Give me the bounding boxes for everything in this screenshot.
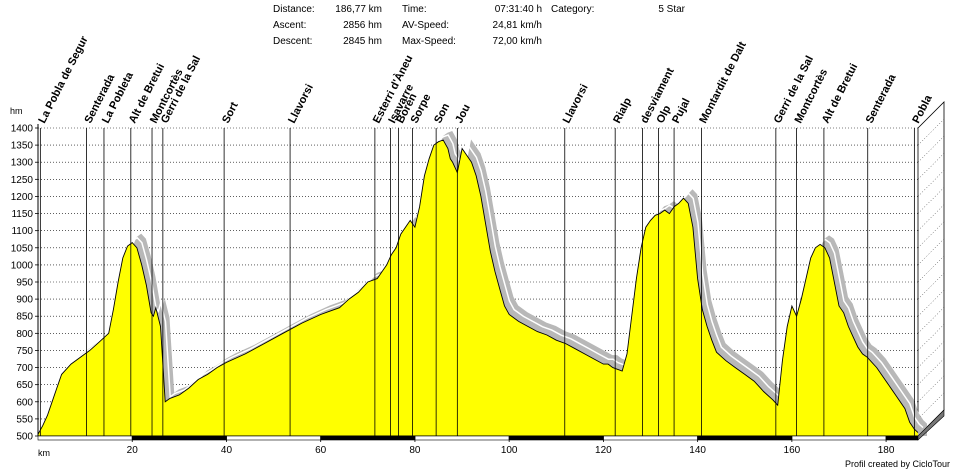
depth-gridline [917, 238, 945, 266]
place-label: Sort [220, 100, 241, 125]
x-tick-label: 140 [689, 445, 706, 456]
route-summary: Distance: 186,77 km Ascent: 2856 hm Desc… [0, 0, 960, 50]
x-axis-ticks: 20 40 60 80 100 120 140 160 180 [127, 436, 895, 456]
x-tick-label: 100 [501, 445, 518, 456]
distance-value: 186,77 km [335, 4, 382, 15]
place-label: Jou [453, 102, 473, 125]
distance-band [508, 435, 604, 441]
depth-gridline [917, 170, 945, 197]
maxspeed-value: 72,00 km/h [492, 36, 542, 47]
x-tick-label: 20 [127, 445, 139, 456]
distance-label: Distance: [273, 4, 315, 15]
distance-band [226, 435, 322, 441]
category-value: 5 Star [658, 4, 685, 15]
depth-gridline [917, 307, 945, 334]
y-tick-label: 500 [16, 432, 33, 443]
depth-gridline [917, 153, 945, 180]
distance-band [791, 435, 887, 441]
avspeed-value: 24,81 km/h [492, 20, 542, 31]
place-label: Llavorsi [561, 82, 591, 125]
y-tick-label: 600 [16, 397, 33, 408]
elevation-area [37, 139, 919, 436]
y-axis-ticks: 500 550 600 650 700 750 800 850 900 950 1000 1050 11… [11, 124, 38, 443]
distance-band [697, 435, 793, 441]
profile-fill [38, 140, 918, 436]
depth-gridline [917, 255, 945, 283]
place-label: Pujal [670, 96, 693, 125]
x-tick-label: 180 [878, 445, 895, 456]
depth-gridline [917, 187, 945, 214]
distance-band [885, 435, 919, 441]
y-tick-label: 650 [16, 380, 33, 391]
y-tick-label: 550 [16, 414, 33, 425]
maxspeed-label: Max-Speed: [402, 36, 456, 47]
y-tick-label: 1250 [11, 175, 34, 186]
depth-gridline [917, 341, 945, 368]
y-tick-label: 950 [16, 278, 33, 289]
y-tick-label: 1150 [11, 209, 33, 220]
depth-gridline [917, 324, 945, 351]
depth-gridline [917, 272, 945, 300]
x-tick-label: 60 [315, 445, 327, 456]
descent-value: 2845 hm [343, 36, 382, 47]
ascent-label: Ascent: [273, 20, 307, 31]
category-label: Category: [551, 4, 595, 15]
x-tick-label: 40 [221, 445, 233, 456]
depth-gridline [917, 375, 945, 402]
y-tick-label: 1050 [11, 243, 34, 254]
x-axis-label: km [38, 448, 50, 458]
x-tick-label: 160 [784, 445, 801, 456]
place-label: Rialp [611, 96, 634, 126]
time-label: Time: [402, 4, 427, 15]
y-tick-label: 1300 [11, 158, 34, 169]
distance-band [320, 435, 416, 441]
depth-gridline [917, 204, 945, 231]
y-axis-label: hm [10, 106, 23, 116]
time-value: 07:31:40 h [494, 4, 542, 15]
ascent-value: 2856 hm [343, 20, 382, 31]
y-tick-label: 1200 [11, 192, 34, 203]
y-tick-label: 700 [16, 363, 33, 374]
y-tick-label: 900 [16, 295, 33, 306]
shadow-line [42, 134, 924, 430]
place-label: Son [432, 101, 452, 125]
x-tick-label: 80 [409, 445, 421, 456]
depth-gridline [917, 101, 945, 129]
depth-gridline [917, 221, 945, 248]
descent-label: Descent: [273, 36, 313, 47]
distance-band [131, 435, 227, 441]
place-label: Llavorsi [286, 82, 316, 125]
y-tick-label: 1100 [11, 226, 33, 237]
y-tick-label: 850 [16, 312, 33, 323]
y-tick-label: 800 [16, 329, 33, 340]
profile-line [37, 139, 919, 435]
y-tick-label: 1350 [11, 141, 34, 152]
credit-text: Profil created by CicloTour [845, 459, 950, 469]
place-label: Montardit de Dalt [697, 40, 749, 126]
y-tick-label: 1400 [11, 124, 34, 135]
avspeed-label: AV-Speed: [402, 20, 450, 31]
depth-gridline [917, 290, 945, 317]
distance-band [603, 435, 698, 441]
distance-band [37, 435, 133, 441]
base-edge [917, 409, 945, 441]
place-label: Senterada [864, 72, 899, 126]
y-tick-label: 1000 [11, 260, 34, 271]
distance-band [414, 435, 510, 441]
y-tick-label: 750 [16, 346, 33, 357]
depth-gridline [917, 118, 945, 146]
depth-gridline [917, 136, 945, 163]
depth-plane [917, 101, 945, 437]
x-tick-label: 120 [595, 445, 612, 456]
place-label: La Pobla de Segur [36, 34, 91, 126]
depth-gridline [917, 358, 945, 385]
depth-gridline [917, 392, 945, 420]
